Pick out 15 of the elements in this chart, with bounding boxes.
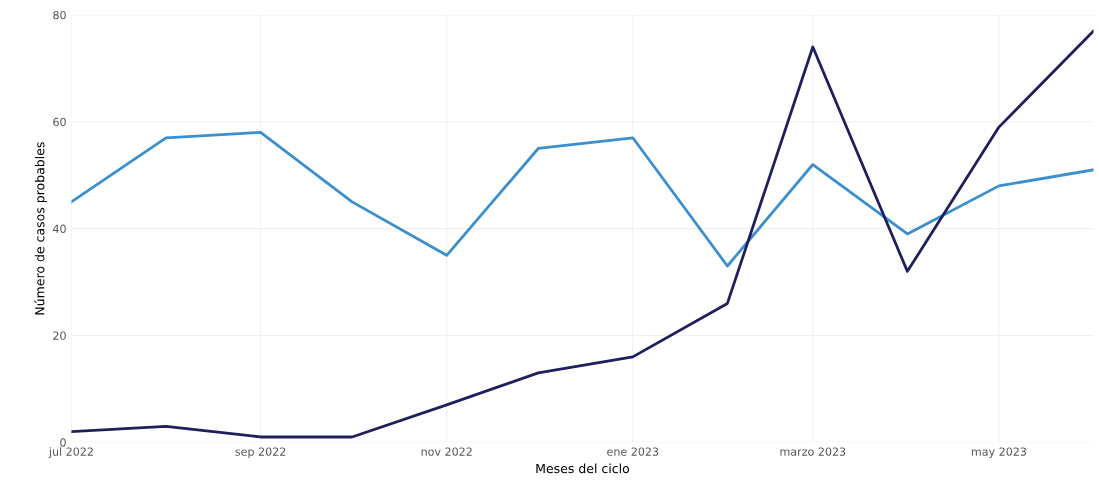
x-tick-label: jul 2022 (48, 447, 93, 458)
y-tick-label: 20 (53, 331, 66, 340)
y-tick-label: 60 (53, 117, 66, 127)
y-tick-label: 40 (52, 224, 66, 233)
x-tick-label: marzo 2023 (780, 447, 846, 456)
x-axis-title: Meses del ciclo (536, 463, 630, 474)
y-axis-title: Número de casos probables (34, 142, 47, 315)
x-tick-label: nov 2022 (421, 447, 472, 456)
y-tick-label: 80 (53, 10, 66, 20)
x-tick-label: ene 2023 (607, 447, 659, 456)
line-series (71, 131, 1094, 268)
y-tick-label: 0 (60, 438, 66, 447)
line-series (71, 29, 1094, 439)
x-tick-label: may 2023 (971, 447, 1027, 458)
x-tick-label: sep 2022 (235, 447, 286, 458)
